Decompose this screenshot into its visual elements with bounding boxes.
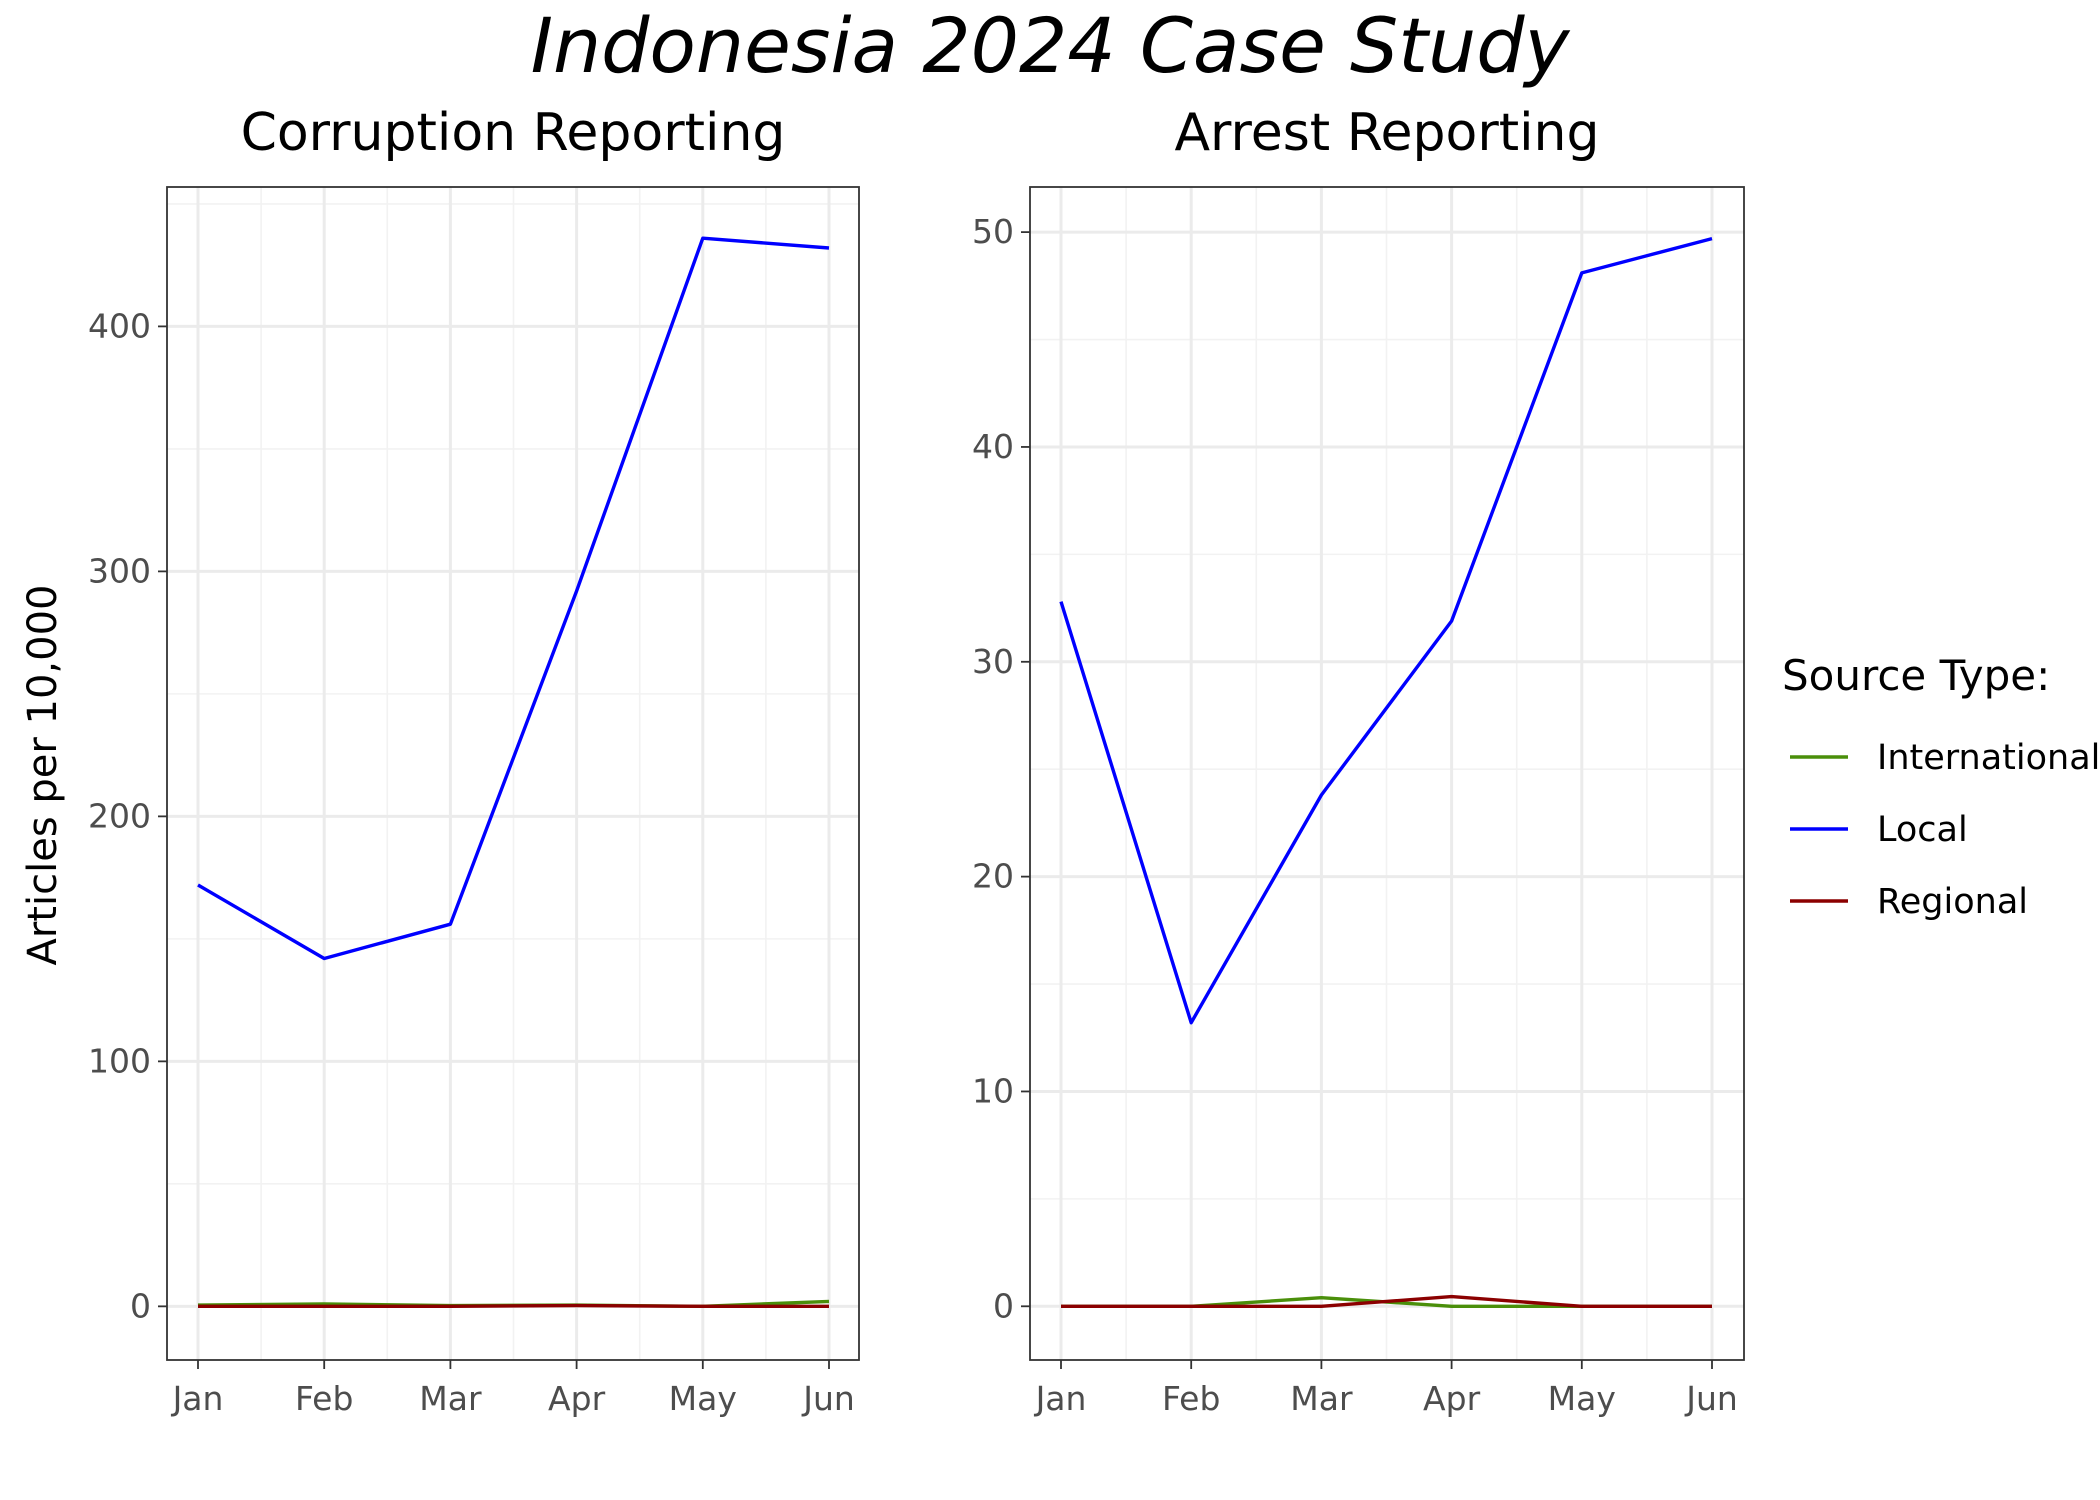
legend-item-regional: Regional xyxy=(1790,882,2028,922)
x-tick-label: Mar xyxy=(1290,1379,1353,1418)
panel-corruption-reporting: Corruption Reporting 0 100 200 300 400 Jan Feb… xyxy=(88,103,860,1418)
x-tick-label: May xyxy=(669,1379,737,1418)
x-tick-label: Apr xyxy=(548,1379,606,1418)
panel-frame-arrest xyxy=(1029,186,1745,1361)
x-tick-label: Jan xyxy=(1034,1379,1087,1418)
y-tick-label: 200 xyxy=(88,796,151,835)
series-corruption xyxy=(197,236,830,1309)
gridlines-arrest xyxy=(1030,187,1744,1360)
y-axis-label: Articles per 10,000 xyxy=(20,585,66,966)
y-tick-label: 10 xyxy=(972,1071,1014,1110)
x-tick-label: Mar xyxy=(419,1379,482,1418)
series-line-local-arrest xyxy=(1059,236,1713,1025)
x-tick-label: Feb xyxy=(1162,1379,1220,1418)
y-tick-label: 100 xyxy=(88,1041,151,1080)
series-line-regional-corruption xyxy=(198,1303,829,1309)
y-tick-label: 40 xyxy=(972,427,1014,466)
x-axis-corruption: Jan Feb Mar Apr May Jun xyxy=(171,1360,855,1418)
y-tick-label: 20 xyxy=(972,857,1014,896)
x-tick-label: Jun xyxy=(801,1379,855,1418)
gridlines-corruption xyxy=(167,187,859,1360)
panel-arrest-reporting: Arrest Reporting 0 10 20 30 40 50 Jan Feb Mar Apr… xyxy=(972,103,1745,1418)
y-axis-arrest: 0 10 20 30 40 50 xyxy=(972,212,1030,1325)
panel-title-corruption: Corruption Reporting xyxy=(241,103,786,163)
y-tick-label: 300 xyxy=(88,551,151,590)
y-tick-label: 400 xyxy=(88,306,151,345)
x-tick-label: May xyxy=(1548,1379,1616,1418)
series-line-regional-arrest xyxy=(1061,1294,1712,1309)
y-tick-label: 30 xyxy=(972,642,1014,681)
y-tick-label: 50 xyxy=(972,212,1014,251)
x-tick-label: Feb xyxy=(295,1379,353,1418)
plot-area-corruption: 0 100 200 300 400 Jan Feb Mar Apr May Jun xyxy=(88,186,860,1418)
legend-label-regional: Regional xyxy=(1877,882,2028,922)
series-line-local-corruption xyxy=(197,236,830,961)
panel-frame-corruption xyxy=(166,186,860,1361)
y-tick-label: 0 xyxy=(130,1286,151,1325)
plot-area-arrest: 0 10 20 30 40 50 Jan Feb Mar Apr May Jun xyxy=(972,186,1745,1418)
chart-title: Indonesia 2024 Case Study xyxy=(531,1,1571,90)
legend: Source Type: International Local Regiona… xyxy=(1782,651,2100,922)
y-tick-label: 0 xyxy=(993,1286,1014,1325)
series-arrest xyxy=(1059,236,1713,1309)
x-tick-label: Apr xyxy=(1423,1379,1481,1418)
legend-item-international: International xyxy=(1790,738,2100,778)
panel-title-arrest: Arrest Reporting xyxy=(1174,103,1599,163)
x-tick-label: Jun xyxy=(1684,1379,1738,1418)
y-axis-corruption: 0 100 200 300 400 xyxy=(88,306,167,1325)
legend-label-local: Local xyxy=(1877,810,1968,850)
legend-title: Source Type: xyxy=(1782,651,2050,700)
legend-item-local: Local xyxy=(1790,810,1968,850)
x-tick-label: Jan xyxy=(171,1379,224,1418)
legend-label-international: International xyxy=(1877,738,2100,778)
x-axis-arrest: Jan Feb Mar Apr May Jun xyxy=(1034,1360,1738,1418)
